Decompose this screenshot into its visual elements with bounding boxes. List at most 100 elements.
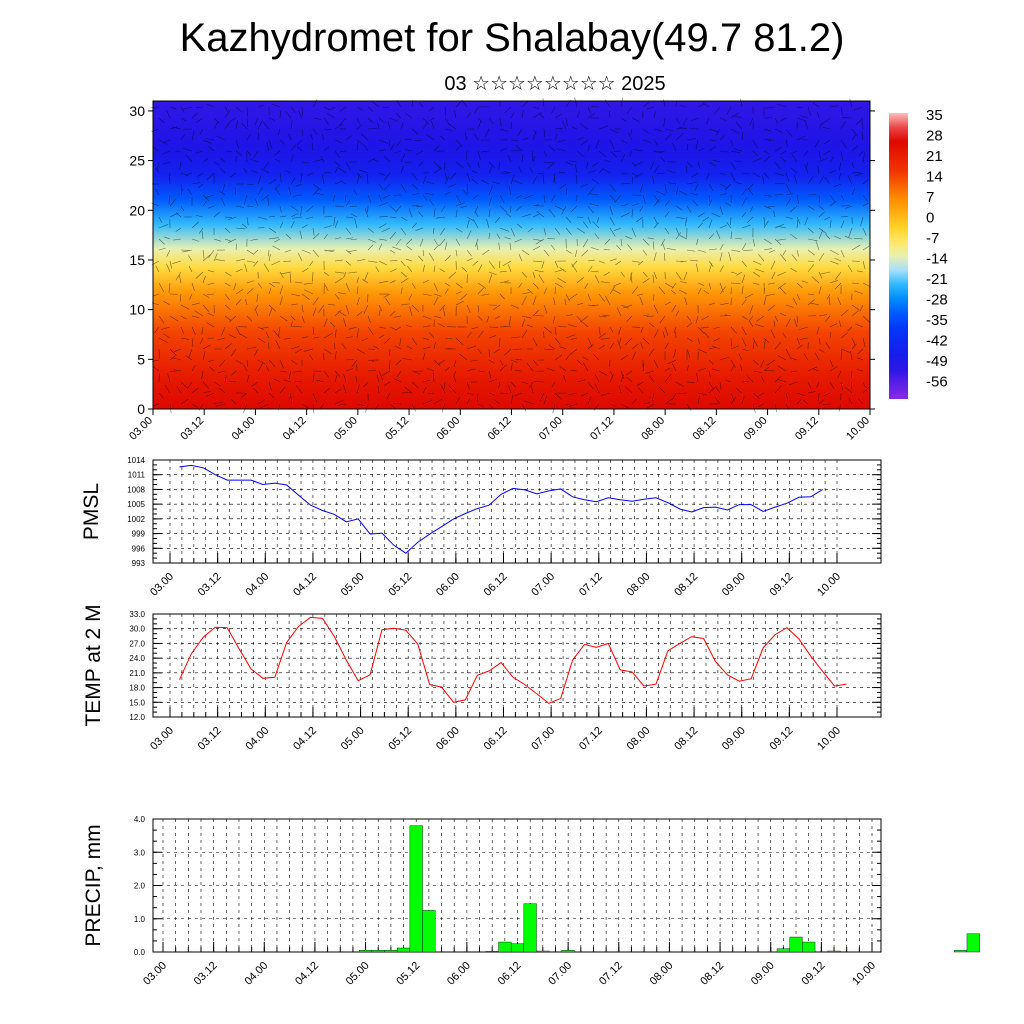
wind-barb (367, 158, 376, 163)
wind-barb (404, 138, 413, 141)
wind-barb (631, 117, 640, 122)
wind-barb (215, 258, 226, 262)
wind-barb (595, 139, 600, 149)
wind-barb (719, 225, 727, 229)
wind-barb (488, 403, 494, 410)
wind-barb (697, 212, 705, 218)
y-tick-label: 1011 (128, 471, 146, 480)
wind-barb (590, 270, 600, 273)
wind-barb (283, 379, 292, 383)
wind-barb (496, 233, 501, 240)
wind-barb (334, 389, 341, 394)
wind-barb (771, 271, 776, 280)
wind-barb (752, 370, 762, 373)
wind-barb (444, 128, 454, 132)
wind-barb (243, 167, 248, 174)
wind-barb (323, 387, 331, 394)
wind-barb (422, 387, 427, 394)
wind-barb (526, 362, 534, 372)
wind-barb (216, 135, 226, 141)
wind-barb (152, 403, 160, 407)
y-tick-label: 10 (129, 302, 145, 318)
wind-barb (246, 183, 254, 186)
wind-barb (191, 315, 200, 318)
wind-barb (460, 293, 468, 300)
wind-barb (659, 315, 666, 324)
wind-barb (554, 113, 563, 119)
wind-barb (785, 128, 793, 137)
wind-barb (752, 282, 760, 285)
x-tick-label: 07.00 (546, 960, 574, 988)
wind-barb (268, 359, 276, 368)
wind-barb (845, 387, 853, 394)
wind-barb (620, 370, 625, 379)
wind-barb (532, 176, 537, 185)
wind-barb (254, 304, 259, 311)
wind-barb (563, 374, 567, 383)
wind-barb (266, 141, 270, 152)
wind-barb (649, 161, 655, 170)
wind-barb (667, 359, 677, 365)
wind-barb (763, 205, 772, 210)
wind-barb (521, 403, 527, 412)
wind-barb (257, 216, 267, 220)
wind-barb (574, 164, 578, 174)
wind-barb (323, 146, 329, 152)
wind-barb (543, 161, 553, 164)
wind-barb (552, 315, 556, 324)
wind-barb (834, 282, 842, 290)
wind-barb (326, 113, 336, 119)
wind-barb (796, 117, 806, 121)
wind-barb (263, 263, 270, 273)
wind-barb (251, 170, 259, 174)
wind-barb (658, 386, 666, 394)
wind-barb (829, 194, 836, 203)
wind-barb (769, 249, 776, 253)
wind-barb (815, 240, 820, 251)
colorbar-label: -56 (926, 374, 948, 391)
wind-barb (437, 323, 446, 328)
wind-barb (187, 188, 193, 196)
x-tick-label: 03.12 (192, 960, 220, 988)
wind-barb (315, 379, 325, 383)
wind-barb (741, 211, 747, 218)
wind-barb (521, 319, 525, 328)
wind-barb (191, 337, 194, 347)
wind-barb (576, 111, 580, 119)
wind-barb (620, 238, 623, 247)
precip-bar (498, 941, 512, 953)
wind-barb (353, 189, 358, 196)
wind-barb (728, 252, 732, 262)
wind-barb (466, 161, 471, 168)
wind-barb (466, 112, 471, 119)
wind-barb (514, 392, 523, 397)
wind-barb (770, 329, 776, 339)
wind-barb (620, 271, 625, 278)
wind-barb (378, 117, 385, 124)
wind-barb (835, 271, 842, 280)
wind-barb (802, 399, 809, 405)
wind-barb (750, 205, 754, 213)
wind-barb (283, 260, 292, 262)
wind-barb (595, 383, 600, 394)
wind-barb (508, 315, 512, 326)
wind-barb (189, 293, 193, 300)
wind-barb (235, 288, 244, 295)
wind-barb (818, 157, 828, 163)
colorbar-label: 21 (926, 148, 943, 165)
wind-barb (627, 244, 633, 251)
wind-barb (668, 182, 677, 185)
wind-barb (494, 216, 501, 223)
wind-barb (246, 260, 256, 263)
wind-barb (188, 348, 193, 359)
wind-barb (587, 106, 592, 114)
precip-bar (776, 948, 790, 953)
wind-barb (196, 215, 204, 218)
wind-barb (201, 231, 204, 240)
wind-barb (695, 139, 699, 150)
colorbar (889, 113, 908, 399)
wind-barb (426, 134, 435, 141)
wind-barb (187, 381, 193, 389)
wind-barb (323, 117, 329, 125)
wind-barb (617, 339, 622, 350)
